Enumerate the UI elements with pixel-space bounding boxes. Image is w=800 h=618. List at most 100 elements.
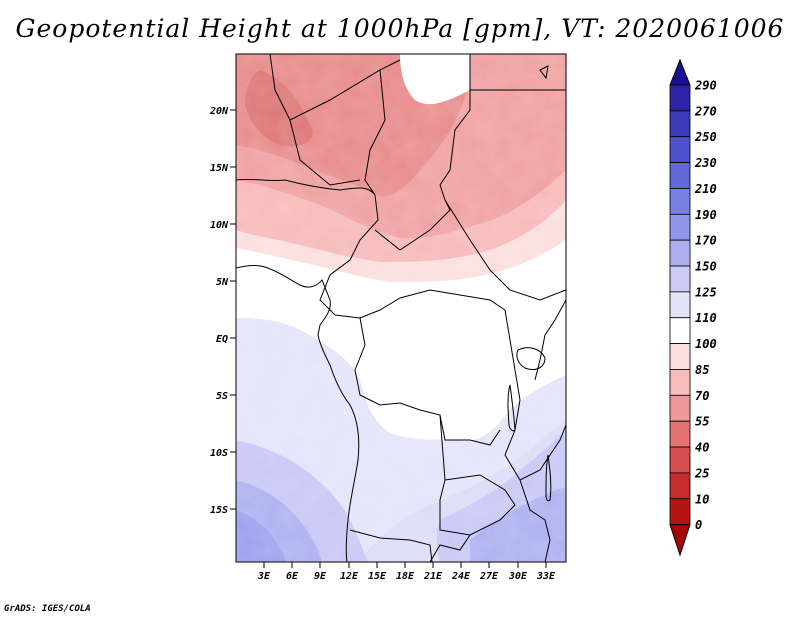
lat-label-10n: 10N	[210, 220, 229, 231]
lon-tick-6e: 6E	[286, 562, 299, 582]
lat-label-eq: EQ	[216, 334, 228, 345]
colorbar-swatch-7	[669, 239, 691, 267]
colorbar-label-290: 290	[694, 79, 717, 93]
lat-tick-20n: 20N	[209, 106, 236, 117]
colorbar-swatch-3	[669, 136, 691, 163]
lat-label-10s: 10S	[210, 448, 228, 459]
colorbar-label-250: 250	[694, 130, 717, 144]
colorbar-swatch-15	[669, 446, 691, 474]
lon-tick-18e: 18E	[396, 562, 415, 582]
colorbar-label-70: 70	[695, 389, 709, 403]
colorbar-label-125: 125	[695, 285, 717, 299]
figure-title: Geopotential Height at 1000hPa [gpm], VT…	[15, 14, 785, 43]
lon-label-30e: 30E	[508, 571, 528, 582]
lat-tick-15n: 15N	[210, 163, 236, 174]
border-drc-south	[399, 402, 501, 446]
colorbar-swatch-4	[669, 162, 691, 189]
colorbar-label-170: 170	[695, 234, 717, 248]
grads-credit: GrADS: IGES/COLA	[4, 604, 91, 614]
lon-tick-27e: 27E	[479, 562, 499, 582]
colorbar-label-10: 10	[695, 492, 709, 506]
lon-label-21e: 21E	[423, 571, 443, 582]
border-nw-libya	[269, 54, 401, 121]
border-sudan-east	[444, 199, 566, 301]
map-field	[236, 54, 566, 562]
border-sahel	[236, 178, 376, 196]
colorbar-swatch-6	[669, 213, 691, 241]
border-car-north	[374, 199, 451, 251]
border-angola-east	[439, 414, 471, 536]
lon-label-6e: 6E	[286, 571, 299, 582]
border-east-coast	[534, 299, 566, 381]
colorbar-swatch-10	[669, 317, 691, 344]
lat-tick-5s: 5S	[216, 391, 236, 402]
lon-tick-12e: 12E	[340, 562, 359, 582]
map-boundaries	[236, 54, 566, 562]
colorbar-swatch-12	[669, 369, 691, 396]
lat-label-5s: 5S	[216, 391, 228, 402]
colorbar-swatch-14	[669, 420, 691, 448]
colorbar-swatch-2	[669, 110, 691, 138]
lat-label-20n: 20N	[209, 106, 229, 117]
longitude-axis: 3E 6E 9E 12E 15E 18E 21E 24E 27E 30E 33E	[257, 562, 556, 582]
map-frame	[235, 53, 567, 563]
border-drc-west	[354, 317, 401, 406]
colorbar-label-40: 40	[695, 441, 709, 455]
lon-tick-9e: 9E	[314, 562, 327, 582]
border-chad-east	[439, 54, 471, 201]
lon-tick-30e: 30E	[508, 562, 528, 582]
colorbar-swatch-8	[669, 265, 691, 293]
border-chad-west	[364, 69, 386, 196]
colorbar-label-230: 230	[694, 156, 717, 170]
lat-tick-10s: 10S	[210, 448, 236, 459]
colorbar-label-0: 0	[695, 518, 702, 532]
lake-malawi	[545, 454, 552, 502]
lon-label-9e: 9E	[314, 571, 327, 582]
lat-label-15s: 15S	[210, 505, 228, 516]
border-zambia	[429, 474, 516, 562]
colorbar-top-arrow	[669, 58, 691, 86]
lon-label-18e: 18E	[396, 571, 415, 582]
colorbar-label-270: 270	[694, 104, 717, 118]
lon-label-27e: 27E	[479, 571, 499, 582]
colorbar-label-150: 150	[695, 260, 717, 274]
border-mozambique	[519, 479, 551, 562]
colorbar: 290 270 250 230 210 190 170 150 125 110 …	[669, 58, 717, 557]
latitude-axis: 20N 15N 10N 5N EQ 5S 10S 15S	[209, 106, 236, 516]
lon-label-3e: 3E	[257, 571, 271, 582]
colorbar-swatch-13	[669, 394, 691, 422]
lat-tick-5n: 5N	[216, 277, 236, 288]
colorbar-swatch-17	[669, 498, 691, 526]
lat-tick-eq: EQ	[216, 334, 236, 345]
border-east-lakes	[504, 309, 566, 481]
colorbar-label-25: 25	[694, 466, 709, 480]
lon-label-12e: 12E	[340, 571, 359, 582]
lat-label-5n: 5N	[216, 277, 229, 288]
lon-label-15e: 15E	[368, 571, 387, 582]
lon-tick-33e: 33E	[536, 562, 556, 582]
lake-victoria	[516, 347, 546, 371]
colorbar-label-55: 55	[695, 415, 709, 429]
border-car-south	[334, 289, 506, 319]
lon-label-24e: 24E	[451, 571, 471, 582]
colorbar-label-100: 100	[695, 337, 717, 351]
border-cameroon	[319, 194, 379, 316]
lon-label-33e: 33E	[536, 571, 556, 582]
colorbar-swatch-1	[669, 84, 691, 112]
colorbar-swatch-11	[669, 343, 691, 370]
colorbar-label-85: 85	[695, 363, 709, 377]
border-south	[349, 529, 433, 562]
lon-tick-21e: 21E	[423, 562, 443, 582]
colorbar-label-110: 110	[695, 311, 717, 325]
island-socotra	[539, 65, 549, 80]
field-texture	[236, 54, 566, 562]
lon-tick-15e: 15E	[368, 562, 387, 582]
colorbar-label-190: 190	[695, 208, 717, 222]
coastline	[236, 264, 360, 562]
colorbar-swatch-16	[669, 472, 691, 500]
lake-tanganyika	[507, 384, 516, 432]
border-sahara-1	[289, 119, 361, 186]
lon-tick-24e: 24E	[451, 562, 471, 582]
colorbar-swatch-9	[669, 291, 691, 319]
